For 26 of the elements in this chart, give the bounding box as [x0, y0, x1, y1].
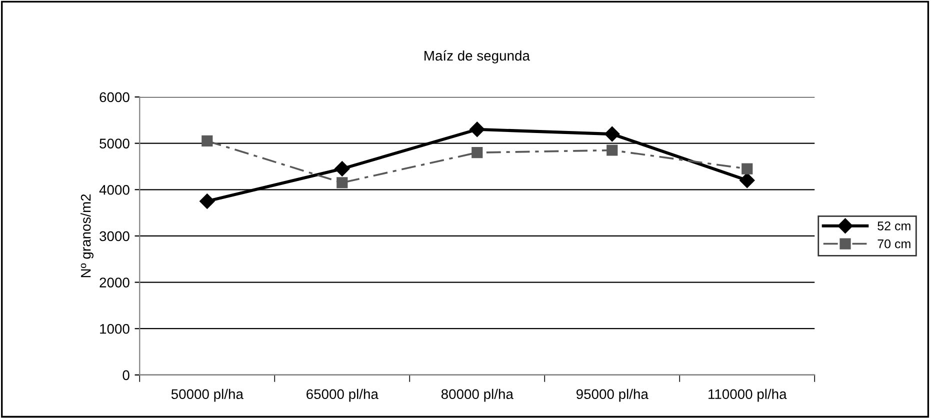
point	[472, 147, 483, 158]
y-tick-label: 5000	[100, 138, 130, 148]
x-tick-label: 95000 pl/ha	[576, 388, 648, 402]
legend-label: 52 cm	[878, 222, 910, 230]
y-axis-title: Nº granos/m2	[80, 194, 94, 278]
x-tick-label: 110000 pl/ha	[708, 388, 787, 402]
point	[336, 177, 348, 188]
point	[742, 163, 753, 174]
point	[740, 172, 755, 188]
point	[470, 122, 485, 137]
x-tick-label: 80000 pl/ha	[441, 388, 514, 402]
point	[606, 144, 618, 156]
y-tick-label: 3000	[100, 231, 130, 242]
point	[604, 126, 620, 142]
chart-title: Maíz de segunda	[424, 50, 530, 64]
point	[200, 194, 215, 209]
y-tick-label: 0	[122, 370, 130, 380]
legend-label: 70 cm	[878, 239, 910, 248]
point	[334, 161, 350, 176]
x-tick-label: 50000 pl/ha	[171, 388, 244, 402]
y-tick-label: 6000	[100, 92, 130, 102]
y-tick-label: 1000	[100, 324, 130, 334]
y-tick-label: 4000	[99, 184, 130, 195]
x-tick-label: 65000 pl/ha	[306, 388, 378, 402]
point	[202, 135, 213, 147]
y-tick-label: 2000	[100, 278, 130, 288]
